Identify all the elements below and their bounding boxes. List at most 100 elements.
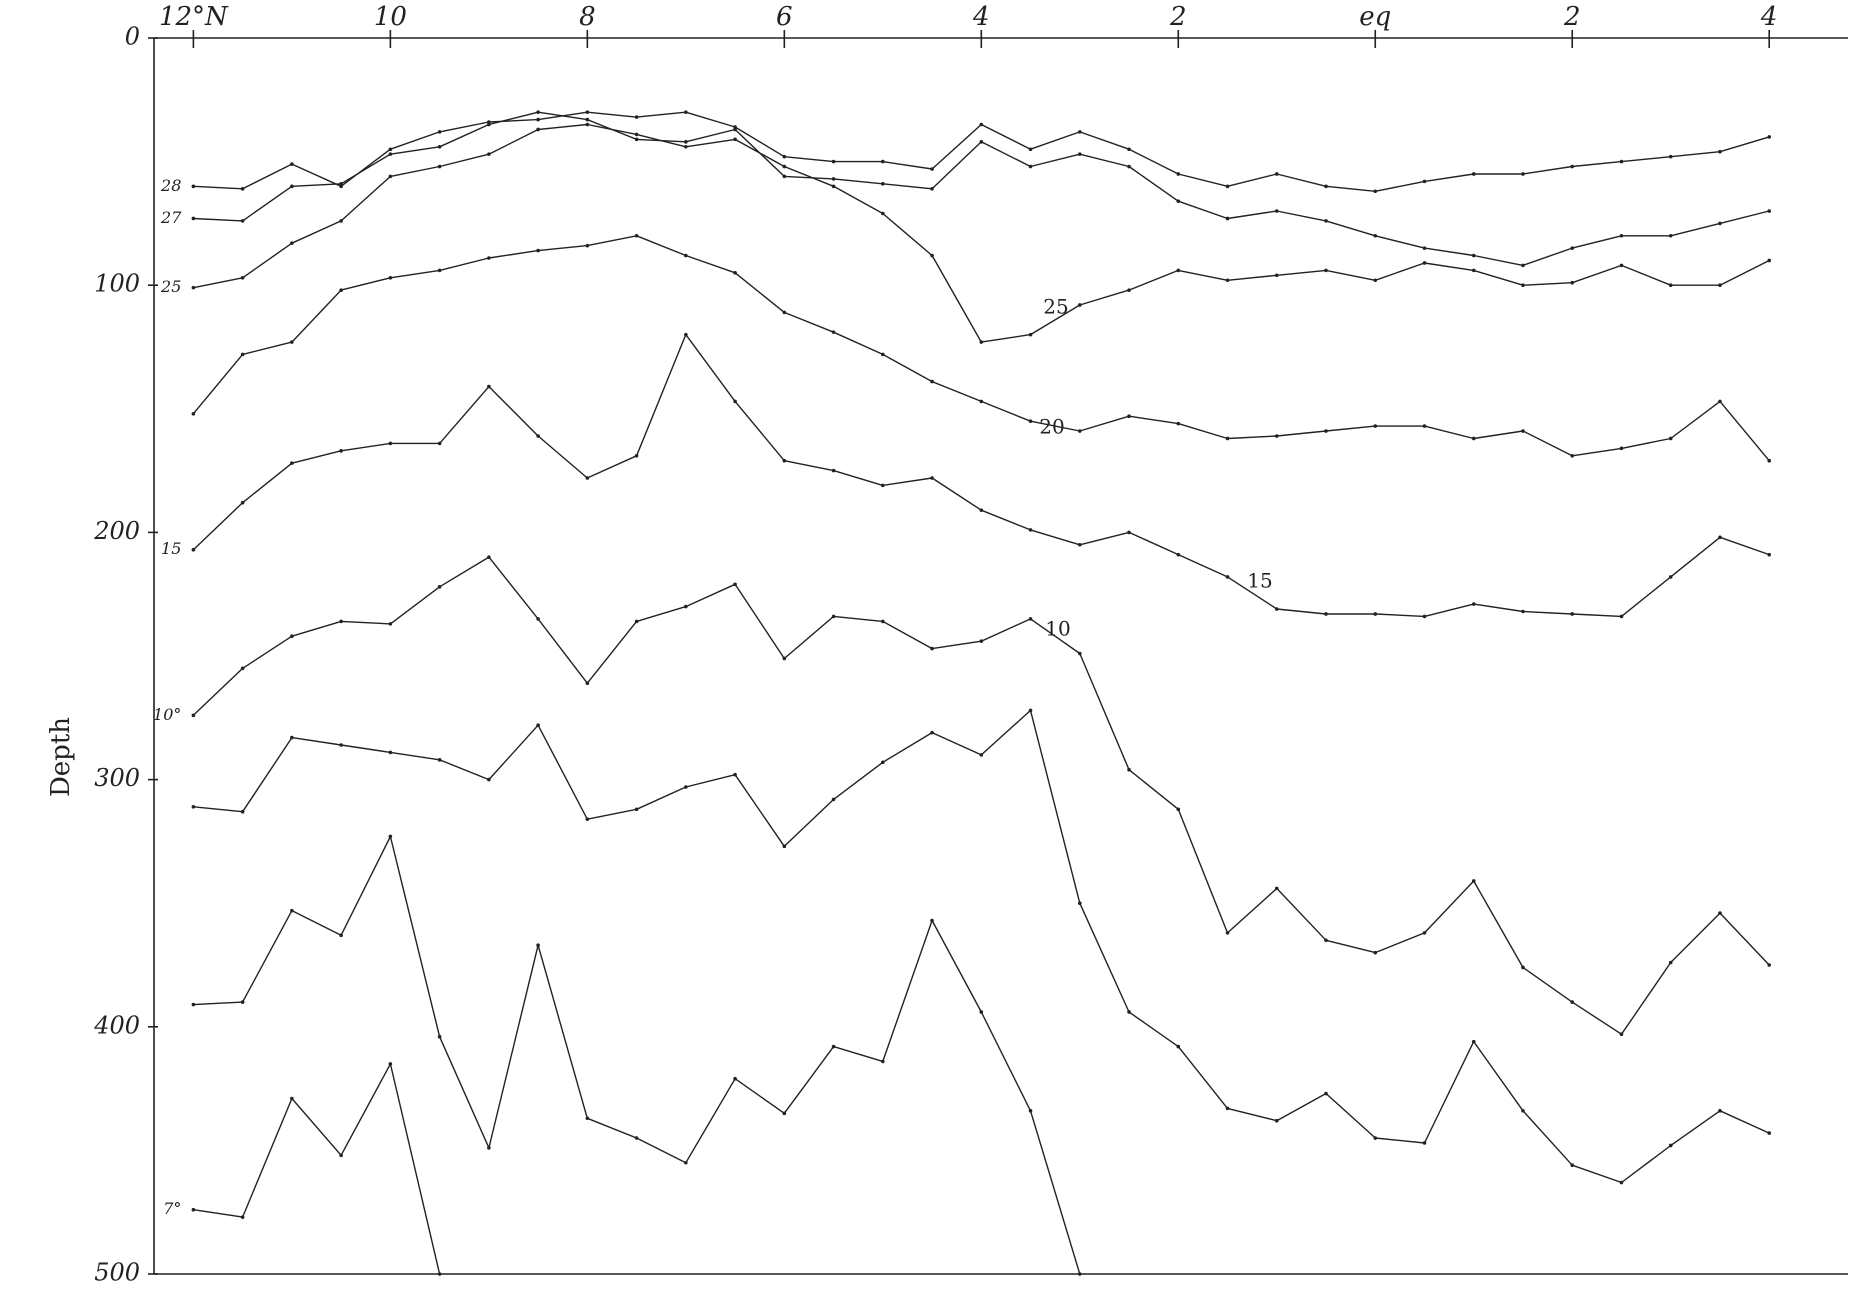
station-point <box>1373 612 1378 616</box>
station-point <box>1274 209 1279 213</box>
station-point <box>1077 152 1082 156</box>
isotherm-line <box>192 333 1770 618</box>
station-point <box>979 122 984 127</box>
station-point <box>1028 332 1033 337</box>
station-point <box>1225 575 1230 579</box>
station-point <box>1274 172 1279 176</box>
station-point <box>979 399 984 404</box>
station-point <box>1718 283 1722 288</box>
station-point <box>881 352 885 357</box>
station-point <box>1718 399 1722 404</box>
station-point <box>1521 429 1525 433</box>
station-point <box>1767 963 1772 967</box>
isotherm-annotation: 20 <box>1039 415 1064 439</box>
station-point <box>1619 1032 1624 1037</box>
station-point <box>1028 419 1033 423</box>
station-point <box>1767 458 1772 463</box>
station-point <box>487 1146 491 1150</box>
station-point <box>290 908 294 913</box>
isotherm-label: 7° <box>163 1199 181 1218</box>
station-point <box>339 743 343 747</box>
station-point <box>684 144 688 149</box>
y-tick-label: 300 <box>94 764 140 792</box>
y-tick-label: 0 <box>125 23 140 51</box>
station-point <box>1077 130 1082 134</box>
station-point <box>634 137 639 142</box>
station-point <box>240 1215 245 1219</box>
x-tick-label: 6 <box>776 2 793 32</box>
station-point <box>1127 414 1131 419</box>
station-point <box>388 152 393 156</box>
station-point <box>1324 219 1328 223</box>
station-point <box>1422 1141 1427 1145</box>
station-point <box>1127 767 1131 772</box>
station-point <box>1767 258 1772 263</box>
station-point <box>930 167 934 171</box>
x-tick-label: eq <box>1359 2 1391 32</box>
station-point <box>437 130 442 134</box>
station-point <box>1077 303 1082 307</box>
station-point <box>585 122 590 127</box>
station-point <box>388 275 393 280</box>
station-point <box>1619 446 1624 451</box>
station-point <box>536 723 540 728</box>
y-tick-label: 400 <box>93 1011 140 1039</box>
station-point <box>1176 807 1181 812</box>
station-point <box>1127 288 1131 292</box>
station-point <box>240 809 245 814</box>
station-point <box>1028 617 1033 621</box>
station-point <box>585 243 590 248</box>
station-point <box>487 122 491 127</box>
x-tick-label: 2 <box>1563 2 1581 32</box>
station-point <box>831 468 836 473</box>
station-point <box>1718 535 1722 540</box>
station-point <box>881 619 885 624</box>
station-point <box>782 458 787 463</box>
station-point <box>1718 911 1722 915</box>
station-point <box>1324 184 1328 189</box>
station-point <box>733 772 737 777</box>
station-point <box>1274 607 1279 611</box>
station-point <box>1521 1109 1525 1113</box>
station-point <box>290 1096 294 1101</box>
station-point <box>1521 172 1525 176</box>
station-point <box>831 184 836 189</box>
station-point <box>1570 1000 1575 1004</box>
station-point <box>191 1207 196 1212</box>
station-point <box>831 797 836 802</box>
station-point <box>388 1062 393 1066</box>
station-point <box>1324 938 1328 943</box>
station-point <box>782 310 787 315</box>
station-point <box>437 164 442 169</box>
station-point <box>585 476 590 480</box>
station-point <box>1373 950 1378 955</box>
station-point <box>1619 614 1624 619</box>
station-point <box>733 137 737 142</box>
station-point <box>339 619 343 624</box>
station-point <box>437 1272 442 1276</box>
isotherm-label: 15 <box>161 539 181 558</box>
station-point <box>1028 528 1033 532</box>
station-point <box>536 943 540 948</box>
isotherm-line <box>193 123 1770 343</box>
station-point <box>240 275 245 280</box>
station-point <box>1718 1109 1722 1113</box>
station-point <box>1619 233 1624 238</box>
isotherm-line <box>193 835 1081 1275</box>
station-point <box>437 1034 442 1039</box>
station-point <box>1668 1143 1673 1148</box>
station-point <box>339 182 343 186</box>
station-point <box>191 216 196 221</box>
station-point <box>634 619 639 624</box>
isotherm-label: 10° <box>153 705 181 724</box>
station-point <box>1471 172 1476 176</box>
station-point <box>1225 1106 1230 1111</box>
station-point <box>290 461 294 465</box>
station-point <box>1373 278 1378 283</box>
x-tick-label: 4 <box>1760 2 1778 32</box>
station-point <box>733 582 737 587</box>
station-point <box>1127 147 1131 152</box>
station-point <box>1077 901 1082 905</box>
station-point <box>536 117 540 122</box>
station-point <box>388 750 393 755</box>
